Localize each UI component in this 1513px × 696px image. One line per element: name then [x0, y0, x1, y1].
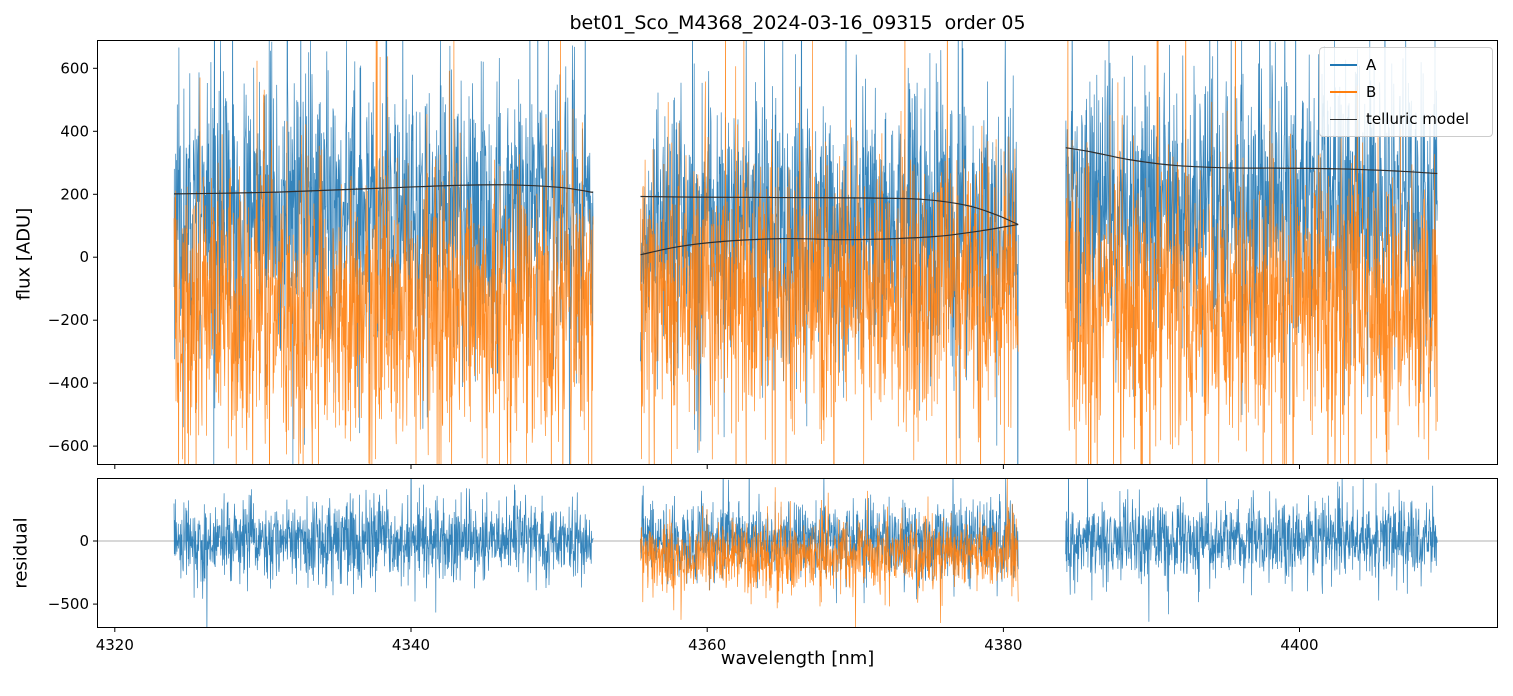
- series-B-segment-2: [640, 40, 1019, 465]
- x-tick-label: 4340: [392, 636, 430, 654]
- y-tick-label: 0: [79, 532, 89, 550]
- residual-axis-label: residual: [10, 517, 32, 589]
- y-tick-label: 0: [79, 248, 89, 266]
- legend-entry-telluric-model: telluric model: [1330, 110, 1482, 128]
- series-A-segment-3: [1065, 40, 1438, 416]
- series-A-segment-2: [640, 478, 1019, 604]
- y-tick-label: −600: [48, 437, 89, 455]
- series-B-segment-3: [1065, 40, 1438, 465]
- telluric-model-line-sample: [1330, 118, 1357, 120]
- legend-entry-series-a: A: [1330, 56, 1482, 74]
- flux-axes-frame: [97, 40, 1498, 465]
- series-A-segment-1: [173, 478, 594, 628]
- wavelength-axis-label: wavelength [nm]: [720, 648, 875, 669]
- legend-label-series-b: B: [1366, 83, 1377, 101]
- legend-label-telluric-model: telluric model: [1366, 110, 1470, 128]
- series-a-line-sample: [1330, 64, 1357, 66]
- flux-axes-series: [173, 40, 1438, 465]
- y-tick-label: 200: [60, 185, 89, 203]
- x-tick-label: 4320: [96, 636, 134, 654]
- plot-title: bet01_Sco_M4368_2024-03-16_09315 order 0…: [569, 12, 1026, 34]
- legend-label-series-a: A: [1366, 56, 1377, 74]
- legend: A B telluric model: [1319, 47, 1493, 137]
- y-tick-label: −400: [48, 374, 89, 392]
- series-A-segment-3: [1065, 478, 1438, 622]
- telluric-model-curve-3: [640, 223, 1019, 256]
- series-B-segment-2: [640, 478, 1019, 628]
- y-tick-label: −500: [48, 595, 89, 613]
- y-tick-label: 400: [60, 122, 89, 140]
- y-tick-label: −200: [48, 311, 89, 329]
- residual-axes-series: [97, 478, 1498, 628]
- telluric-model-curve-4: [1065, 147, 1438, 175]
- telluric-model-curve-2: [640, 195, 1019, 226]
- x-tick-label: 4380: [984, 636, 1022, 654]
- x-tick-label: 4360: [688, 636, 726, 654]
- flux-axis-label: flux [ADU]: [13, 207, 35, 301]
- residual-axes-frame: [97, 478, 1498, 628]
- series-B-segment-1: [173, 40, 594, 465]
- series-b-line-sample: [1330, 91, 1357, 93]
- legend-entry-series-b: B: [1330, 83, 1482, 101]
- y-tick-label: 600: [60, 59, 89, 77]
- x-tick-label: 4400: [1280, 636, 1318, 654]
- telluric-model-curve-1: [173, 184, 594, 195]
